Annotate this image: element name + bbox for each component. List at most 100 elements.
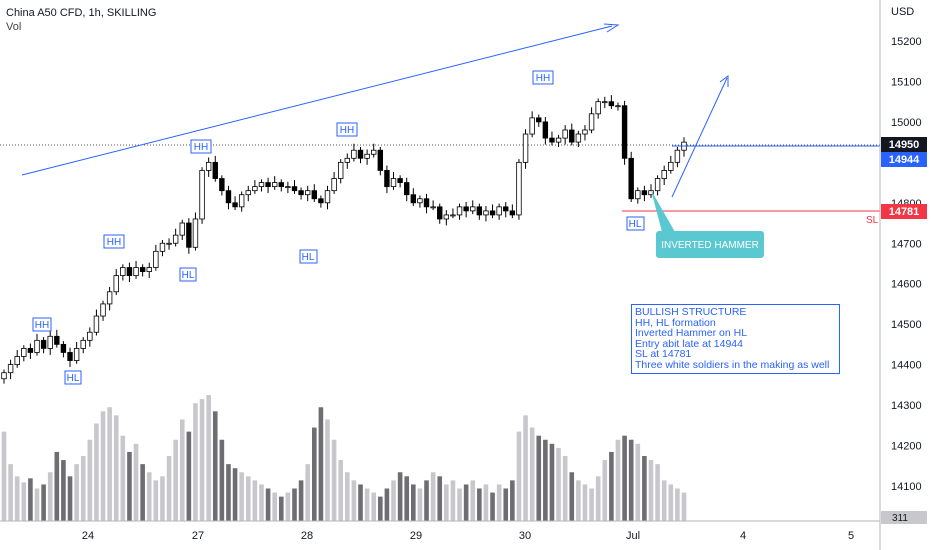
candle-body bbox=[456, 206, 463, 216]
candle-body bbox=[628, 157, 634, 200]
volume-badge-text: 311 bbox=[892, 513, 908, 524]
volume-bar bbox=[470, 480, 476, 521]
time-tick-label: 29 bbox=[410, 530, 422, 542]
candle-body bbox=[555, 137, 562, 143]
volume-bar bbox=[622, 435, 627, 521]
candle-body bbox=[87, 331, 93, 341]
candle-body bbox=[654, 178, 661, 192]
candle-body bbox=[54, 335, 60, 345]
candlesticks bbox=[1, 95, 687, 384]
candle-body bbox=[608, 101, 615, 107]
volume-bar bbox=[477, 488, 482, 521]
candle-body bbox=[331, 178, 337, 192]
volume-bar bbox=[378, 496, 383, 521]
note-line: BULLISH STRUCTURE bbox=[635, 306, 747, 318]
candle-body bbox=[311, 190, 317, 200]
price-tick-label: 14200 bbox=[891, 441, 922, 453]
price-axis-bg[interactable] bbox=[880, 0, 932, 550]
candle-body bbox=[40, 339, 47, 349]
volume-bar bbox=[371, 492, 377, 521]
time-tick-label: 27 bbox=[192, 530, 204, 542]
swing-label: HH bbox=[107, 237, 121, 248]
volume-bar bbox=[226, 464, 231, 521]
volume-bar bbox=[437, 476, 443, 521]
candle-body bbox=[304, 190, 311, 196]
volume-bar bbox=[292, 488, 297, 521]
candle-body bbox=[153, 250, 159, 268]
candle-body bbox=[476, 206, 483, 216]
candle-body bbox=[219, 178, 225, 192]
trendline-arrowhead bbox=[603, 23, 620, 33]
volume-bar bbox=[668, 484, 674, 521]
projection-arrow[interactable] bbox=[671, 77, 728, 198]
volume-bar bbox=[496, 484, 502, 521]
volume-bar bbox=[173, 439, 178, 521]
candle-body bbox=[483, 210, 489, 216]
note-line: Inverted Hammer on HL bbox=[635, 327, 748, 340]
candle-body bbox=[522, 133, 529, 163]
candle-body bbox=[159, 242, 166, 252]
volume-bar bbox=[642, 456, 647, 521]
candle-body bbox=[7, 364, 14, 374]
note-line: Three white soldiers in the making as we… bbox=[635, 358, 830, 371]
volume-bar bbox=[648, 460, 654, 521]
entry-price-badge bbox=[881, 152, 927, 167]
volume-bar bbox=[338, 460, 343, 521]
volume-bar bbox=[516, 431, 522, 521]
candle-body bbox=[34, 339, 40, 353]
volume-bar bbox=[146, 472, 152, 521]
volume-bar bbox=[272, 492, 277, 521]
resistance-trendline[interactable] bbox=[21, 25, 613, 176]
candle-body bbox=[93, 315, 100, 333]
volume-bar bbox=[536, 435, 542, 521]
volume-bar bbox=[107, 407, 112, 521]
candle-body bbox=[100, 303, 106, 317]
volume-bar bbox=[628, 439, 634, 521]
candle-body bbox=[621, 105, 628, 159]
candle-body bbox=[179, 222, 185, 236]
candle-body bbox=[635, 190, 641, 200]
volume-bar bbox=[325, 419, 330, 521]
volume-bar bbox=[411, 484, 416, 521]
candle-body bbox=[172, 234, 179, 244]
volume-bar bbox=[285, 492, 291, 521]
swing-label: HL bbox=[67, 373, 80, 384]
candle-body bbox=[390, 178, 397, 188]
candle-body bbox=[661, 170, 667, 179]
analysis-note[interactable]: BULLISH STRUCTURE HH, HL formation Inver… bbox=[631, 304, 840, 374]
volume-bar bbox=[635, 443, 641, 521]
volume-bar bbox=[318, 407, 324, 521]
volume-bar bbox=[424, 480, 429, 521]
volume-bar bbox=[345, 472, 350, 521]
volume-bar bbox=[331, 439, 337, 521]
candle-body bbox=[364, 153, 370, 159]
volume-bar bbox=[41, 484, 46, 521]
candle-body bbox=[615, 105, 621, 108]
candle-body bbox=[496, 206, 502, 216]
candle-body bbox=[417, 198, 423, 204]
swing-label: HL bbox=[629, 219, 642, 230]
volume-bar bbox=[61, 460, 66, 521]
candle-body bbox=[120, 267, 126, 277]
candle-body bbox=[602, 101, 608, 104]
candle-body bbox=[146, 267, 152, 272]
volume-bar bbox=[199, 399, 205, 521]
volume-bar bbox=[483, 484, 489, 521]
swing-labels: HH HL HH HL HH HL HH HL HH bbox=[32, 70, 645, 385]
volume-badge bbox=[881, 511, 927, 524]
time-tick-label: 5 bbox=[848, 530, 854, 542]
volume-bar bbox=[609, 451, 614, 521]
volume-bar bbox=[212, 411, 218, 521]
volume-bar bbox=[127, 451, 132, 521]
candle-body bbox=[430, 206, 436, 209]
time-tick-label: 28 bbox=[301, 530, 313, 542]
candle-body bbox=[337, 161, 344, 179]
sl-label: SL bbox=[866, 215, 879, 226]
volume-bar bbox=[562, 456, 568, 521]
volume-bar bbox=[87, 439, 93, 521]
volume-bar bbox=[179, 419, 185, 521]
swing-label: HH bbox=[194, 142, 208, 153]
swing-label: HH bbox=[35, 320, 49, 331]
volume-bar bbox=[404, 476, 410, 521]
